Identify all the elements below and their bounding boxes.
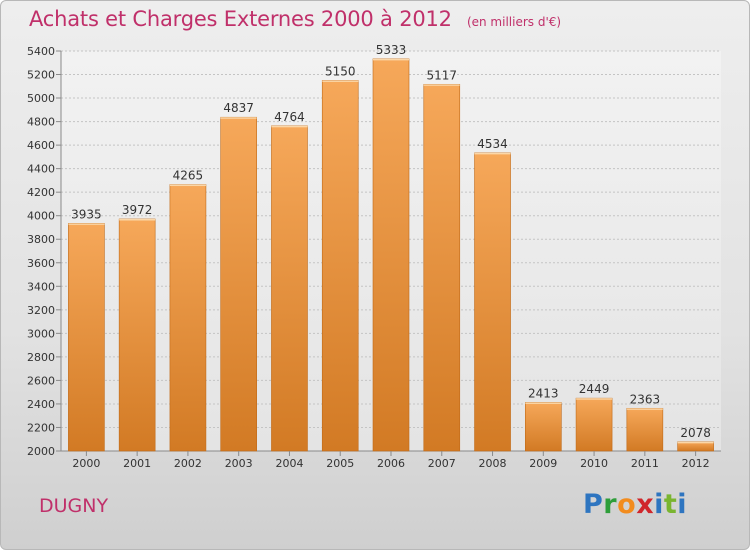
data-label: 4534 bbox=[477, 137, 508, 151]
x-tick-label: 2009 bbox=[529, 457, 557, 470]
data-label: 4764 bbox=[274, 110, 305, 124]
y-tick-label: 2400 bbox=[27, 398, 55, 411]
y-tick-label: 2200 bbox=[27, 421, 55, 434]
y-tick-label: 4600 bbox=[27, 139, 55, 152]
bar-highlight bbox=[220, 117, 257, 119]
data-label: 5117 bbox=[426, 68, 457, 82]
bar-highlight bbox=[677, 441, 714, 444]
x-tick-label: 2000 bbox=[72, 457, 100, 470]
bar bbox=[474, 152, 511, 452]
y-tick-label: 5000 bbox=[27, 92, 55, 105]
logo-letter: i bbox=[677, 489, 688, 520]
bar bbox=[321, 80, 359, 452]
bar bbox=[575, 397, 613, 452]
data-label: 3972 bbox=[122, 203, 153, 217]
bar bbox=[271, 125, 308, 452]
chart-title: Achats et Charges Externes 2000 à 2012 bbox=[29, 7, 452, 31]
data-label: 3935 bbox=[71, 207, 102, 221]
logo-letter: i bbox=[654, 489, 664, 520]
bar bbox=[626, 407, 664, 452]
bar-highlight bbox=[576, 398, 613, 400]
y-tick-label: 2600 bbox=[27, 374, 55, 387]
bar bbox=[372, 58, 410, 452]
x-tick-label: 2001 bbox=[123, 457, 151, 470]
y-tick-label: 4400 bbox=[27, 163, 55, 176]
place-name: DUGNY bbox=[39, 495, 109, 517]
bar-highlight bbox=[68, 223, 105, 225]
x-tick-label: 2011 bbox=[631, 457, 659, 470]
data-label: 5333 bbox=[376, 43, 407, 57]
y-tick-label: 3000 bbox=[27, 327, 55, 340]
x-tick-label: 2005 bbox=[326, 457, 354, 470]
x-tick-label: 2002 bbox=[174, 457, 202, 470]
bar-highlight bbox=[423, 84, 460, 86]
x-tick-label: 2004 bbox=[275, 457, 303, 470]
x-tick-label: 2007 bbox=[428, 457, 456, 470]
logo-letter: P bbox=[583, 489, 604, 520]
title-row: Achats et Charges Externes 2000 à 2012 (… bbox=[29, 7, 561, 31]
x-tick-label: 2012 bbox=[682, 457, 710, 470]
x-tick-label: 2008 bbox=[479, 457, 507, 470]
y-tick-label: 3600 bbox=[27, 257, 55, 270]
bar-highlight bbox=[271, 125, 308, 128]
y-tick-label: 5200 bbox=[27, 69, 55, 82]
data-label: 4837 bbox=[223, 101, 254, 115]
data-label: 4265 bbox=[173, 169, 204, 183]
bar bbox=[423, 83, 461, 452]
bar-highlight bbox=[119, 219, 156, 221]
y-tick-label: 3400 bbox=[27, 280, 55, 293]
data-label: 2363 bbox=[630, 392, 661, 406]
y-tick-label: 5400 bbox=[27, 45, 55, 58]
bar-highlight bbox=[373, 58, 409, 61]
bar bbox=[525, 402, 562, 452]
logo-letter: x bbox=[636, 489, 655, 520]
y-tick-label: 4800 bbox=[27, 116, 55, 129]
proxiti-logo: Proxiti bbox=[583, 489, 687, 520]
data-label: 2449 bbox=[579, 382, 610, 396]
x-tick-label: 2003 bbox=[225, 457, 253, 470]
bar bbox=[220, 116, 257, 452]
y-tick-label: 4000 bbox=[27, 210, 55, 223]
bar-highlight bbox=[626, 408, 663, 410]
logo-letter: r bbox=[603, 489, 618, 520]
bar bbox=[169, 184, 207, 452]
bar bbox=[68, 223, 105, 452]
data-label: 5150 bbox=[325, 64, 356, 78]
bar-highlight bbox=[525, 402, 562, 404]
data-label: 2078 bbox=[680, 426, 711, 440]
x-tick-label: 2006 bbox=[377, 457, 405, 470]
bar-highlight bbox=[322, 80, 359, 82]
bar-highlight bbox=[474, 152, 511, 155]
data-label: 2413 bbox=[528, 386, 559, 400]
logo-letter: o bbox=[617, 489, 637, 520]
y-tick-label: 3200 bbox=[27, 304, 55, 317]
logo-letter: t bbox=[663, 489, 678, 520]
y-tick-label: 2800 bbox=[27, 351, 55, 364]
y-tick-label: 3800 bbox=[27, 233, 55, 246]
x-tick-label: 2010 bbox=[580, 457, 608, 470]
bar bbox=[118, 218, 156, 452]
bar-highlight bbox=[169, 184, 206, 187]
chart-subtitle: (en milliers d'€) bbox=[466, 15, 562, 29]
y-tick-label: 4200 bbox=[27, 186, 55, 199]
y-tick-label: 2000 bbox=[27, 445, 55, 458]
